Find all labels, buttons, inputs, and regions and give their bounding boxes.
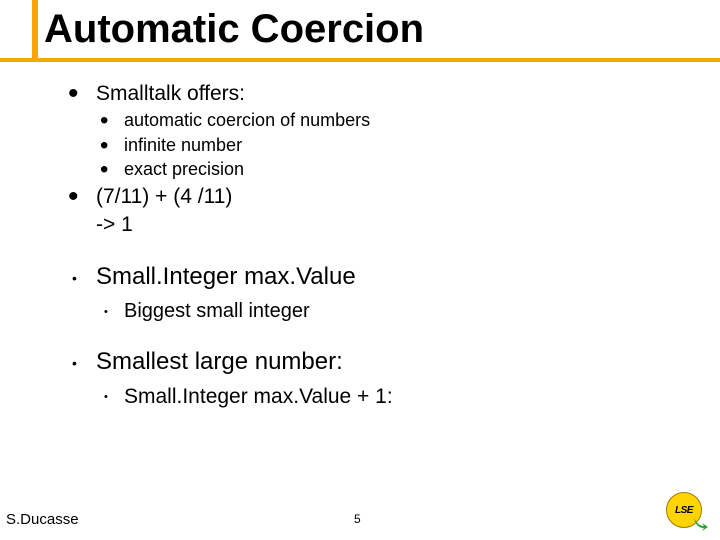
bullet-l1: • Small.Integer max.Value <box>68 261 690 292</box>
bullet-l1: • Smalltalk offers: <box>68 80 690 107</box>
bullet-dot-icon: • <box>100 383 124 403</box>
bullet-text: Small.Integer max.Value <box>96 261 356 292</box>
bullet-disc-icon: • <box>100 158 124 177</box>
bullet-text: automatic coercion of numbers <box>124 109 370 132</box>
bullet-text: Small.Integer max.Value + 1: <box>124 383 393 410</box>
bullet-disc-icon: • <box>100 109 124 128</box>
accent-bar-vertical <box>32 0 38 58</box>
slide-title: Automatic Coercion <box>20 6 720 52</box>
logo-text: LSE <box>675 505 693 516</box>
bullet-text: Smallest large number: <box>96 346 343 377</box>
accent-bar-horizontal <box>0 58 720 62</box>
bullet-disc-icon: • <box>68 80 96 101</box>
bullet-dot-icon: • <box>68 346 96 371</box>
bullet-text: Smalltalk offers: <box>96 80 245 107</box>
bullet-l2: • infinite number <box>100 134 690 157</box>
bullet-l2: • Biggest small integer <box>100 298 690 324</box>
bullet-dot-icon: • <box>68 261 96 286</box>
bullet-text: infinite number <box>124 134 242 157</box>
bullet-disc-icon: • <box>100 134 124 153</box>
page-number: 5 <box>354 512 361 526</box>
bullet-text: (7/11) + (4 /11) <box>96 183 232 210</box>
footer: S.Ducasse 5 LSE <box>0 504 720 532</box>
author-label: S.Ducasse <box>6 511 79 528</box>
bullet-text: exact precision <box>124 158 244 181</box>
slide-content: • Smalltalk offers: • automatic coercion… <box>68 80 690 413</box>
bullet-dot-icon: • <box>100 298 124 318</box>
bullet-l1: • (7/11) + (4 /11) <box>68 183 690 210</box>
bullet-l2: • Small.Integer max.Value + 1: <box>100 383 690 410</box>
result-line: -> 1 <box>96 213 690 237</box>
bullet-l1: • Smallest large number: <box>68 346 690 377</box>
bullet-l2: • exact precision <box>100 158 690 181</box>
bullet-text: Biggest small integer <box>124 298 310 324</box>
lse-logo: LSE <box>664 492 708 530</box>
bullet-l2: • automatic coercion of numbers <box>100 109 690 132</box>
arrow-icon <box>692 516 710 532</box>
bullet-disc-icon: • <box>68 183 96 204</box>
title-area: Automatic Coercion <box>0 0 720 52</box>
